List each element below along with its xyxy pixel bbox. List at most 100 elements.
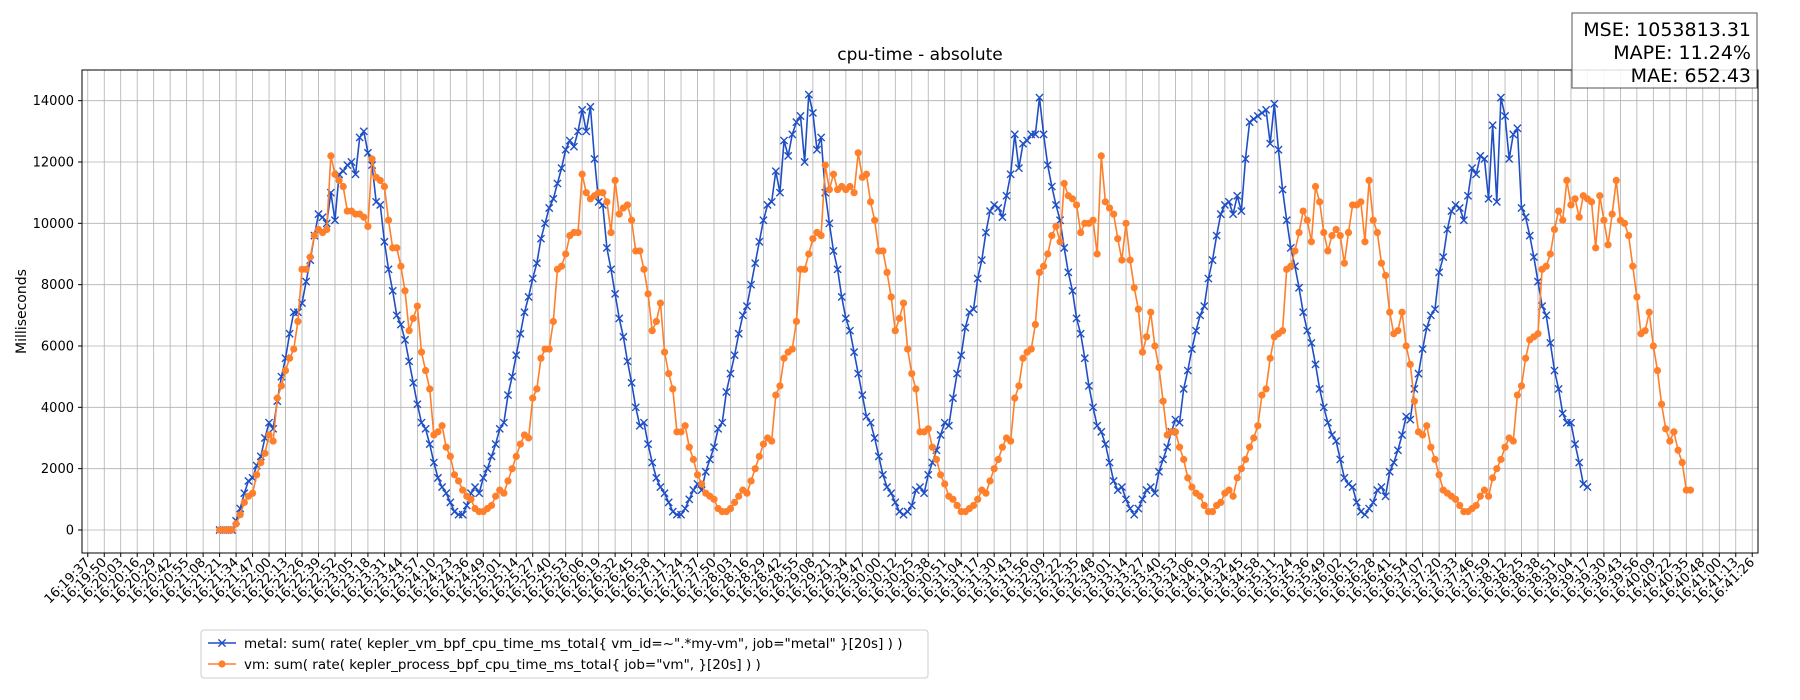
vm-point bbox=[1130, 284, 1138, 292]
vm-point bbox=[232, 520, 240, 528]
vm-point bbox=[1200, 501, 1208, 510]
metal-point bbox=[845, 326, 855, 335]
metal-point bbox=[458, 510, 467, 519]
vm-point bbox=[1110, 210, 1118, 218]
vm-point bbox=[1361, 238, 1369, 246]
vm-point bbox=[928, 443, 936, 451]
vm-point bbox=[1670, 428, 1678, 436]
vm-point bbox=[1657, 400, 1666, 408]
vm-point bbox=[508, 465, 516, 473]
vm-point bbox=[1159, 397, 1167, 405]
metal-point bbox=[569, 142, 579, 151]
vm-point bbox=[1258, 391, 1266, 399]
metal-point bbox=[1443, 225, 1452, 234]
metal-point bbox=[689, 486, 698, 495]
vm-point bbox=[953, 501, 961, 510]
vm-point bbox=[446, 452, 454, 460]
metal-point bbox=[998, 213, 1007, 222]
metal-point bbox=[887, 489, 896, 498]
vm-point bbox=[533, 385, 541, 393]
vm-point bbox=[376, 176, 384, 184]
legend-vm-label: vm: sum( rate( kepler_process_bpf_cpu_ti… bbox=[244, 657, 761, 673]
metal-point bbox=[952, 369, 962, 378]
vm-point bbox=[253, 471, 261, 479]
vm-point bbox=[1402, 342, 1410, 350]
vm-point bbox=[1266, 354, 1274, 362]
metal-point bbox=[1435, 268, 1444, 277]
metal-point bbox=[1208, 256, 1217, 265]
vm-point bbox=[450, 471, 459, 479]
vm-point bbox=[780, 354, 788, 362]
metal-point bbox=[1237, 206, 1246, 216]
metal-point bbox=[1389, 458, 1398, 467]
vm-point bbox=[1311, 182, 1320, 191]
metal-point bbox=[681, 504, 690, 513]
vm-point bbox=[504, 477, 512, 485]
vm-point bbox=[1208, 508, 1217, 516]
vm-point bbox=[417, 348, 426, 356]
vm-point bbox=[599, 189, 607, 197]
vm-point bbox=[891, 327, 899, 335]
metal-point bbox=[1229, 210, 1238, 219]
vm-point bbox=[1295, 228, 1303, 237]
metal-point bbox=[1467, 164, 1477, 173]
metal-point bbox=[244, 476, 253, 486]
vm-point bbox=[969, 501, 978, 510]
vm-point bbox=[912, 385, 920, 393]
vm-point bbox=[1340, 259, 1348, 267]
vm-point bbox=[549, 317, 557, 326]
vm-point bbox=[1114, 235, 1122, 243]
metal-point bbox=[1109, 476, 1118, 486]
metal-point bbox=[1546, 338, 1555, 348]
metal-point bbox=[829, 246, 838, 256]
vm-point bbox=[1365, 176, 1373, 184]
metal-point bbox=[339, 167, 348, 176]
vm-point bbox=[1666, 437, 1674, 445]
metal-point bbox=[623, 357, 632, 366]
metal-point bbox=[705, 455, 714, 464]
vm-point bbox=[269, 437, 277, 445]
metal-point bbox=[1146, 482, 1155, 492]
metal-point bbox=[1307, 338, 1316, 348]
vm-point bbox=[743, 489, 751, 497]
metal-point bbox=[891, 498, 900, 507]
vm-point bbox=[1147, 308, 1155, 316]
metal-point bbox=[1043, 160, 1052, 170]
metal-point bbox=[1006, 170, 1015, 179]
vm-point bbox=[1196, 492, 1204, 500]
vm-point bbox=[932, 455, 941, 464]
legend-vm-marker bbox=[208, 660, 236, 668]
vm-point bbox=[281, 366, 290, 375]
vm-point bbox=[1645, 308, 1653, 316]
vm-point bbox=[467, 495, 475, 503]
metal-point bbox=[1171, 415, 1180, 424]
metal-point bbox=[1554, 384, 1563, 394]
metal-point bbox=[944, 421, 953, 430]
metal-point bbox=[1212, 231, 1221, 240]
metal-point bbox=[582, 127, 591, 136]
metal-point bbox=[314, 210, 323, 219]
vm-point bbox=[1287, 262, 1295, 270]
vm-point bbox=[710, 495, 718, 503]
metal-point bbox=[701, 467, 710, 476]
vm-point bbox=[862, 170, 871, 178]
metal-point bbox=[936, 430, 945, 440]
metal-point bbox=[940, 418, 949, 427]
metal-point bbox=[775, 188, 785, 197]
vm-point bbox=[1620, 219, 1629, 227]
metal-point bbox=[1385, 467, 1394, 476]
vm-point bbox=[1592, 244, 1600, 252]
metal-point bbox=[1472, 170, 1481, 179]
vm-point bbox=[1633, 293, 1641, 301]
metal-point bbox=[433, 473, 443, 482]
metal-point bbox=[532, 259, 541, 268]
metal-point bbox=[264, 418, 274, 427]
vm-point bbox=[603, 198, 611, 206]
metal-point bbox=[1064, 268, 1073, 277]
vm-point bbox=[1501, 443, 1509, 451]
vm-point bbox=[1077, 228, 1085, 237]
metal-point bbox=[1101, 440, 1110, 449]
vm-point bbox=[1105, 204, 1114, 212]
metal-point bbox=[1253, 111, 1262, 121]
